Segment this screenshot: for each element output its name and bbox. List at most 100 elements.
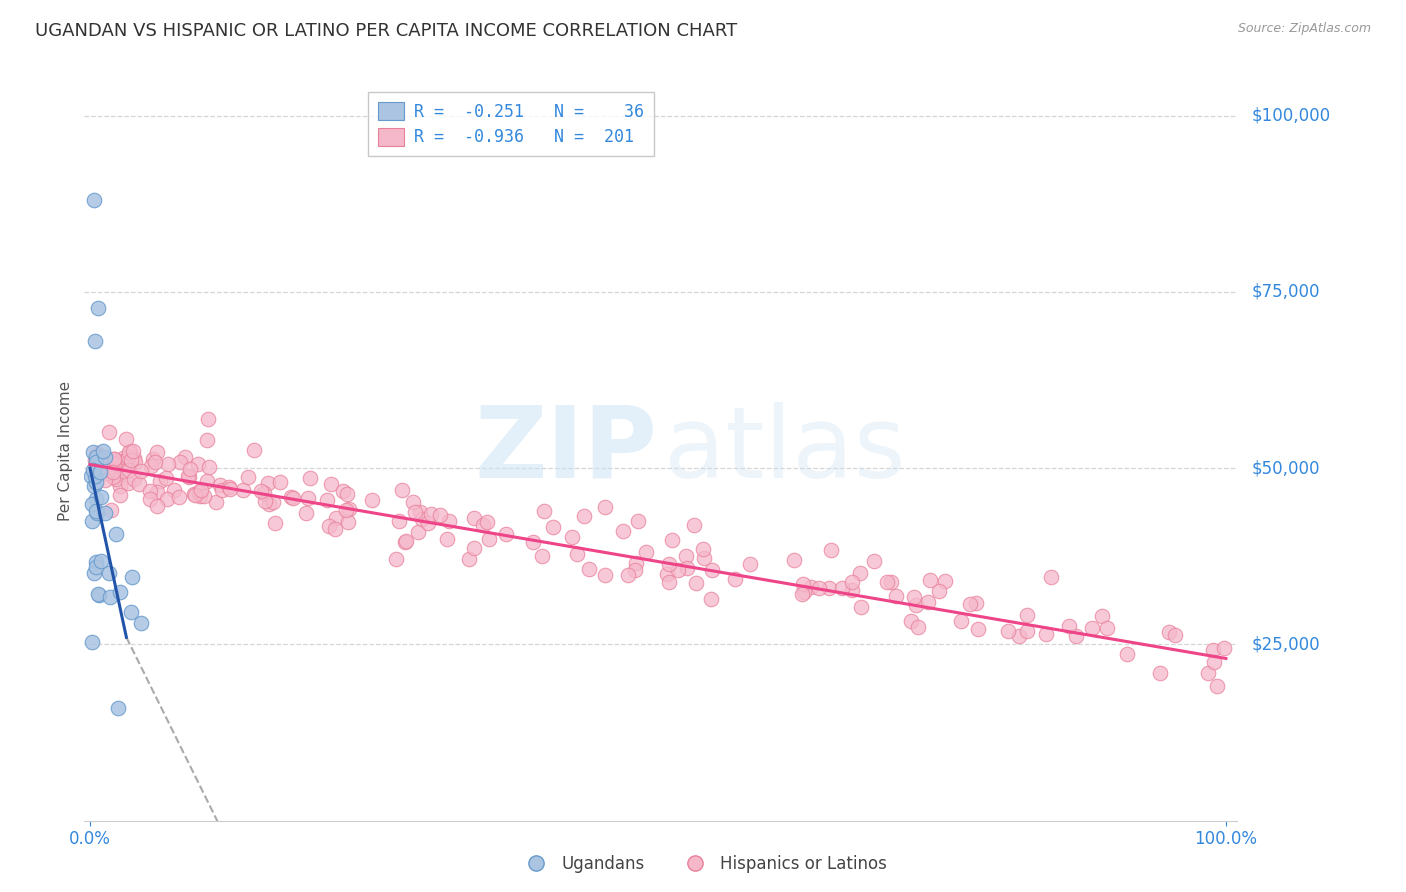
Point [142,452,165,467]
Point [122,444,145,458]
Point [179,462,201,476]
Point [94,451,117,466]
Text: $50,000: $50,000 [1251,459,1320,477]
Point [122,450,145,465]
Point [530,549,553,563]
Point [86,446,108,460]
Point [463,541,485,556]
Text: $25,000: $25,000 [1251,635,1320,653]
Point [1213,640,1236,655]
Legend: R =  -0.251   N =    36, R =  -0.936   N =  201: R = -0.251 N = 36, R = -0.936 N = 201 [367,92,654,156]
Point [84,475,107,489]
Point [395,534,418,549]
Point [208,477,231,491]
Point [316,493,339,508]
Point [325,510,347,524]
Point [98,591,121,605]
Text: $75,000: $75,000 [1251,283,1320,301]
Point [391,483,413,498]
Point [724,572,747,586]
Point [658,574,681,589]
Point [1205,679,1227,693]
Point [118,443,141,458]
Point [197,411,219,425]
Point [105,472,128,486]
Point [409,505,432,519]
Point [297,491,319,505]
Point [139,458,162,473]
Point [155,471,177,485]
Point [173,450,195,464]
Point [572,509,595,524]
Point [112,464,135,478]
Point [94,506,117,520]
Point [83,479,105,493]
Point [243,443,266,458]
Point [103,463,125,477]
Point [103,452,125,467]
Point [121,570,143,584]
Point [250,484,273,499]
Point [103,457,125,471]
Point [463,510,485,524]
Point [561,531,583,545]
Point [1015,624,1038,639]
Point [83,566,105,580]
Point [146,484,169,499]
Point [84,455,107,469]
Point [101,465,124,479]
Point [139,491,162,506]
Point [477,515,499,529]
Point [404,506,426,520]
Point [120,605,142,619]
Point [593,500,616,514]
Point [361,492,384,507]
Point [692,541,714,556]
Point [211,483,233,497]
Point [1116,647,1139,661]
Point [91,444,114,458]
Point [471,517,494,532]
Point [336,487,359,501]
Point [253,486,276,500]
Point [437,514,460,528]
Point [617,568,640,582]
Point [115,433,138,447]
Point [232,483,254,498]
Point [385,551,408,566]
Point [831,581,853,595]
Point [863,554,886,568]
Point [120,452,142,467]
Point [700,591,723,606]
Point [128,477,150,491]
Point [108,478,131,492]
Point [198,459,221,474]
Point [522,534,544,549]
Point [145,499,167,513]
Point [1095,621,1118,635]
Point [80,497,103,511]
Point [80,469,103,483]
Point [281,491,304,505]
Point [1081,621,1104,635]
Point [82,463,104,477]
Point [661,533,683,548]
Point [402,494,425,508]
Point [129,616,152,631]
Point [335,502,357,516]
Point [87,587,110,601]
Point [533,503,555,517]
Point [139,484,162,499]
Point [323,522,346,536]
Point [636,544,658,558]
Point [187,457,209,471]
Point [1090,608,1112,623]
Point [675,561,697,575]
Point [436,532,458,546]
Point [478,532,501,546]
Point [89,465,111,479]
Point [84,504,107,518]
Point [693,551,716,566]
Point [567,547,589,561]
Point [149,475,172,489]
